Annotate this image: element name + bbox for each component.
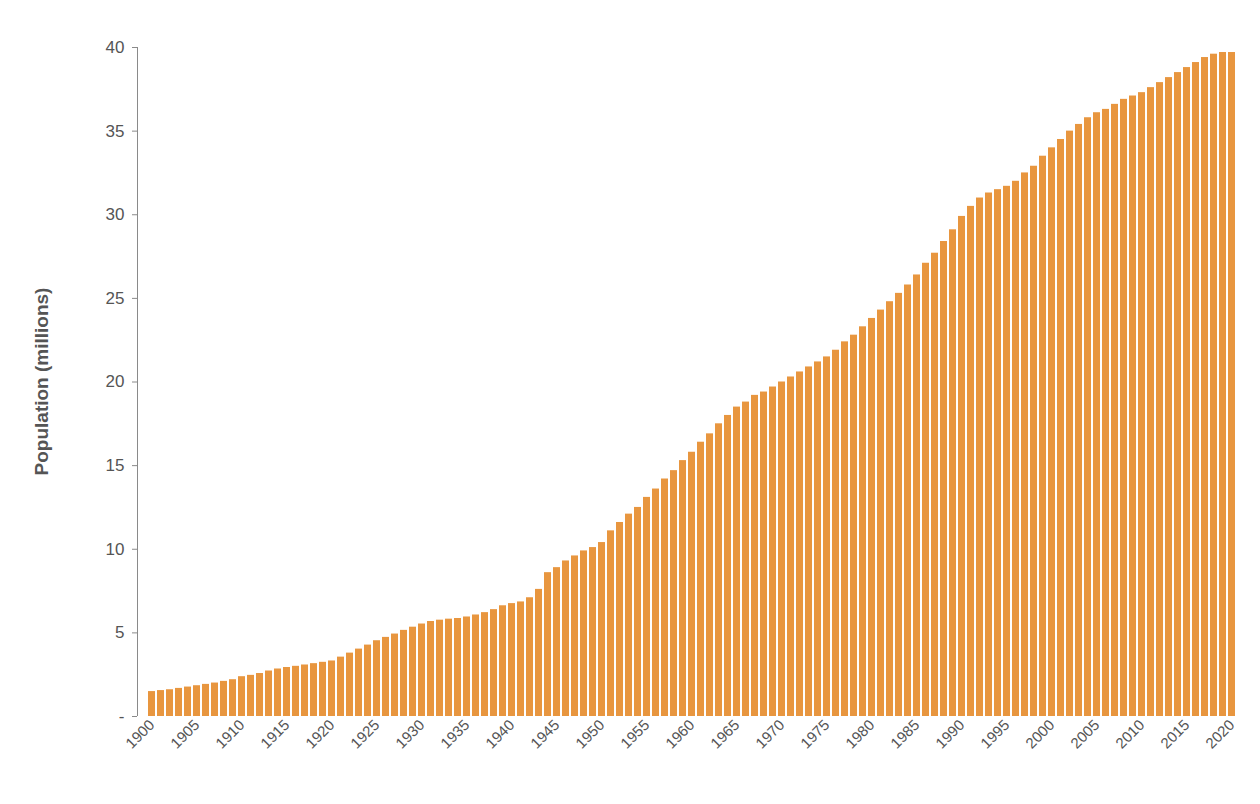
svg-text:2020: 2020 xyxy=(1202,716,1238,752)
svg-text:10: 10 xyxy=(106,540,125,559)
svg-text:15: 15 xyxy=(106,456,125,475)
svg-text:5: 5 xyxy=(115,623,124,642)
svg-text:1965: 1965 xyxy=(707,716,743,752)
svg-text:25: 25 xyxy=(106,289,125,308)
svg-text:1970: 1970 xyxy=(752,716,788,752)
svg-text:1925: 1925 xyxy=(347,716,383,752)
svg-text:1940: 1940 xyxy=(482,716,518,752)
svg-text:1990: 1990 xyxy=(932,716,968,752)
svg-text:2000: 2000 xyxy=(1022,716,1058,752)
svg-text:1975: 1975 xyxy=(797,716,833,752)
svg-text:30: 30 xyxy=(106,205,125,224)
svg-text:1980: 1980 xyxy=(842,716,878,752)
svg-text:1920: 1920 xyxy=(302,716,338,752)
svg-text:2015: 2015 xyxy=(1157,716,1193,752)
svg-text:1955: 1955 xyxy=(617,716,653,752)
svg-text:35: 35 xyxy=(106,122,125,141)
svg-text:1950: 1950 xyxy=(572,716,608,752)
svg-text:1900: 1900 xyxy=(122,716,158,752)
svg-text:1995: 1995 xyxy=(977,716,1013,752)
svg-text:1930: 1930 xyxy=(392,716,428,752)
svg-text:1905: 1905 xyxy=(167,716,203,752)
svg-text:Population (millions): Population (millions) xyxy=(31,288,52,476)
svg-text:1910: 1910 xyxy=(212,716,248,752)
svg-text:20: 20 xyxy=(106,372,125,391)
svg-text:1945: 1945 xyxy=(527,716,563,752)
svg-text:2010: 2010 xyxy=(1112,716,1148,752)
svg-text:1960: 1960 xyxy=(662,716,698,752)
svg-text:-: - xyxy=(119,707,125,726)
svg-text:2005: 2005 xyxy=(1067,716,1103,752)
svg-text:40: 40 xyxy=(106,38,125,57)
svg-text:1985: 1985 xyxy=(887,716,923,752)
svg-text:1915: 1915 xyxy=(257,716,293,752)
svg-text:1935: 1935 xyxy=(437,716,473,752)
